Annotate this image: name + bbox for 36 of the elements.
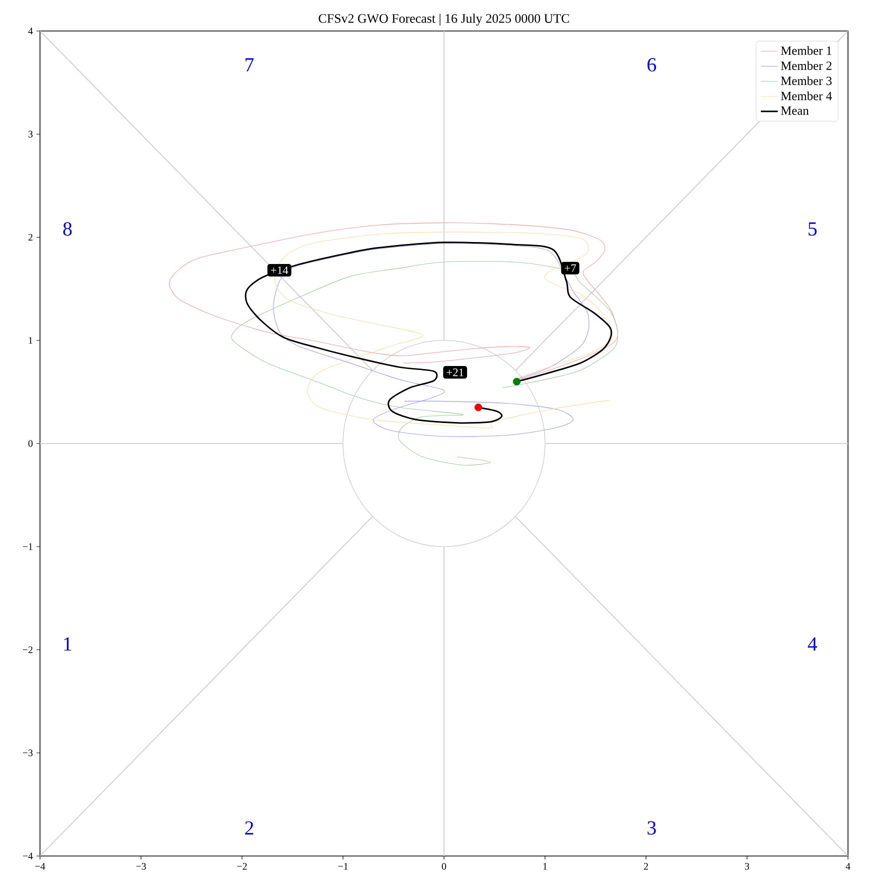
annotation: 2 (245, 821, 254, 835)
annotation: 8 (63, 222, 72, 236)
y-tick-label: −3 (22, 750, 33, 756)
x-tick-label: 3 (744, 863, 750, 870)
annotation: 4 (808, 637, 818, 651)
legend-label: Member 4 (780, 91, 832, 100)
x-tick-label: −2 (237, 863, 247, 870)
annotation: 3 (648, 821, 656, 835)
y-tick-label: −4 (22, 852, 33, 860)
y-tick-label: 0 (28, 440, 33, 447)
annotation: 7 (246, 58, 254, 72)
y-tick-label: 3 (28, 130, 33, 138)
x-tick-label: 0 (442, 863, 446, 870)
x-tick-label: −4 (35, 863, 46, 870)
x-tick-label: 1 (543, 863, 547, 870)
annotation: 6 (648, 58, 656, 72)
chart-title: CFSv2 GWO Forecast | 16 July 2025 0000 UTC (318, 14, 570, 26)
y-tick-label: −2 (22, 646, 32, 654)
legend-label: Member 2 (780, 61, 832, 70)
x-tick-label: −1 (338, 863, 348, 870)
legend-label: Member 1 (780, 46, 832, 55)
line-series (273, 243, 590, 437)
y-tick-label: 1 (28, 337, 32, 344)
x-tick-label: −3 (136, 863, 146, 870)
y-tick-label: 2 (28, 234, 32, 241)
annotation: +7 (564, 264, 576, 272)
x-tick-label: 4 (846, 863, 850, 870)
legend-label: Mean (780, 106, 809, 115)
x-tick-label: 2 (644, 863, 648, 870)
y-tick-label: 4 (28, 28, 33, 34)
annotation: +21 (446, 368, 464, 376)
y-tick-label: −1 (22, 543, 32, 550)
annotation: 1 (64, 637, 72, 651)
line-series (232, 261, 618, 466)
legend-label: Member 3 (780, 76, 832, 86)
annotation: 5 (808, 222, 817, 236)
